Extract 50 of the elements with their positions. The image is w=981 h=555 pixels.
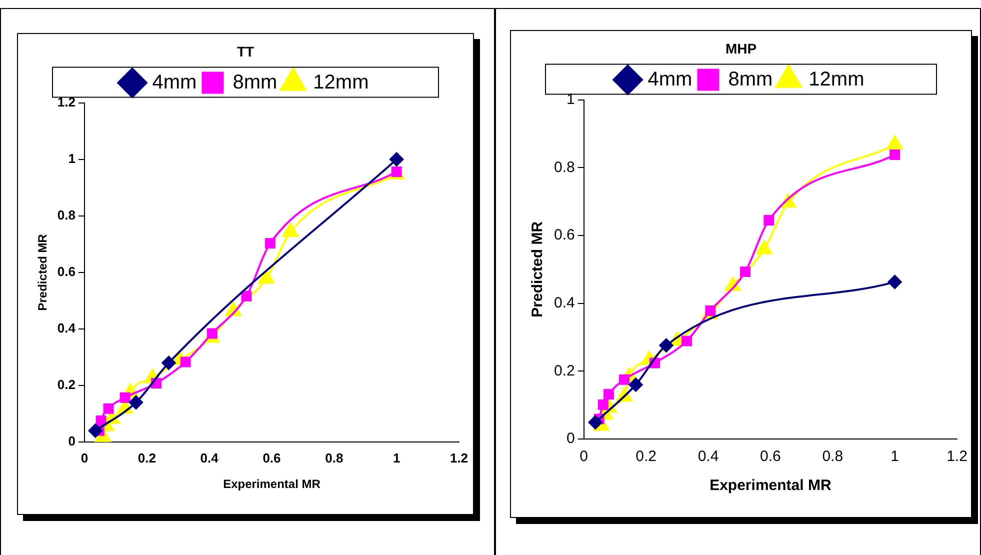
legend-label: 12mm bbox=[313, 71, 369, 94]
chart-title: TT bbox=[236, 43, 254, 60]
point bbox=[886, 136, 903, 150]
legend-label: 4mm bbox=[648, 68, 692, 90]
point bbox=[659, 338, 674, 352]
x-tick-label: 1 bbox=[890, 448, 899, 466]
y-tick-label: 0 bbox=[566, 430, 575, 448]
x-tick-label: 1.2 bbox=[450, 450, 468, 466]
point bbox=[603, 388, 614, 400]
x-tick-label: 1.2 bbox=[946, 448, 968, 466]
point bbox=[764, 214, 774, 226]
point bbox=[888, 274, 902, 289]
x-tick-label: 0.6 bbox=[760, 448, 781, 466]
legend-label: 4mm bbox=[152, 71, 197, 94]
y-tick-label: 0.6 bbox=[554, 226, 575, 244]
y-tick-label: 1.2 bbox=[57, 94, 76, 110]
y-tick-label: 0.8 bbox=[554, 158, 575, 176]
point bbox=[588, 415, 602, 430]
legend-label: 8mm bbox=[232, 71, 278, 94]
y-tick-label: 0.4 bbox=[57, 320, 76, 336]
point bbox=[740, 266, 750, 278]
legend-label: 8mm bbox=[728, 68, 773, 90]
x-tick-label: 0.8 bbox=[325, 450, 344, 466]
x-tick-label: 0.4 bbox=[698, 448, 719, 466]
y-axis-title: Predicted MR bbox=[529, 221, 546, 318]
y-tick-label: 0.4 bbox=[554, 294, 575, 312]
legend-label: 12mm bbox=[808, 68, 864, 90]
y-tick-label: 1 bbox=[68, 150, 76, 166]
x-axis-title: Experimental MR bbox=[223, 477, 321, 492]
x-tick-label: 0.4 bbox=[200, 450, 220, 466]
chart-title: MHP bbox=[725, 40, 757, 56]
y-axis-title: Predicted MR bbox=[36, 234, 50, 311]
y-tick-label: 0.8 bbox=[57, 207, 76, 222]
x-axis-title: Experimental MR bbox=[710, 477, 832, 494]
y-tick-label: 0.2 bbox=[554, 362, 575, 380]
x-tick-label: 0.8 bbox=[822, 448, 844, 466]
point bbox=[619, 374, 630, 385]
point bbox=[890, 150, 900, 160]
x-tick-label: 0 bbox=[80, 450, 88, 466]
x-tick-label: 0.2 bbox=[636, 448, 656, 466]
x-tick-label: 1 bbox=[392, 450, 400, 466]
point bbox=[682, 336, 692, 346]
y-tick-label: 0.6 bbox=[57, 264, 76, 279]
y-tick-label: 0.2 bbox=[57, 377, 76, 392]
point bbox=[598, 400, 608, 410]
x-tick-label: 0 bbox=[580, 448, 588, 466]
point bbox=[628, 378, 643, 392]
x-tick-label: 0.2 bbox=[138, 450, 156, 466]
y-tick-label: 0 bbox=[68, 434, 76, 449]
x-tick-label: 0.6 bbox=[262, 450, 281, 466]
